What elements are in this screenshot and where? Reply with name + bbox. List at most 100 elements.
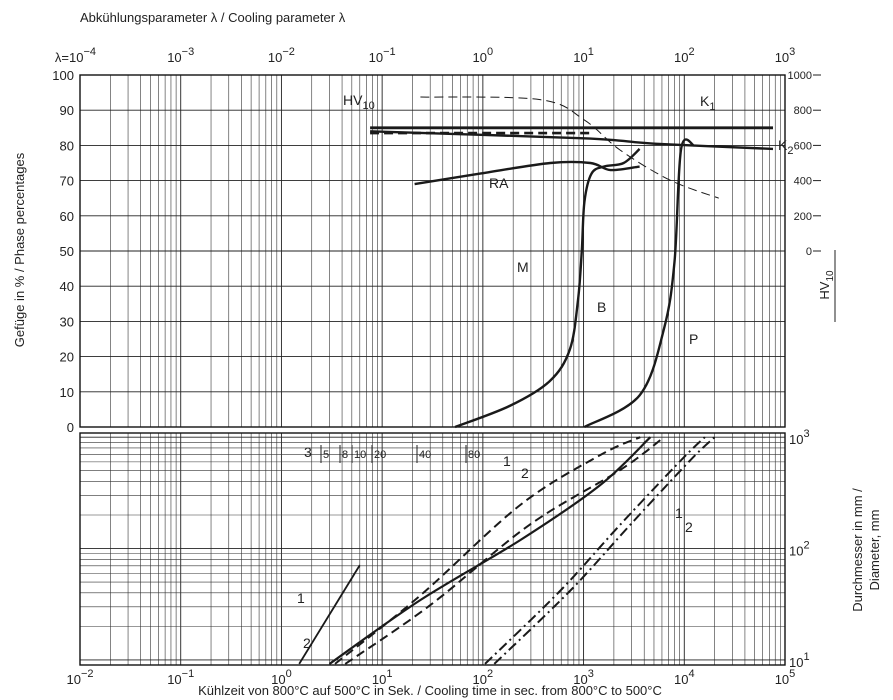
tick-label: 103	[573, 668, 594, 687]
lower-frame	[79, 432, 786, 666]
y2-tick-label: 400	[794, 176, 812, 188]
y-tick-label: 100	[52, 68, 74, 83]
annotation: 3	[304, 444, 312, 460]
annotation: HV10	[343, 92, 375, 112]
tick-label-exponent: −2	[282, 46, 295, 58]
chart-title: Abkühlungsparameter λ / Cooling paramete…	[80, 10, 346, 25]
y2-axis-title: HV10	[817, 270, 836, 300]
tick-label: 105	[775, 668, 796, 687]
y-tick-label: 70	[60, 174, 74, 189]
y2-axis-title-text: HV	[817, 281, 832, 299]
annotation: M	[517, 259, 529, 275]
tick-label: 100	[473, 46, 494, 65]
tick-label-exponent: 5	[789, 668, 795, 680]
scale-label: 10	[354, 449, 366, 461]
tick-label-base: 10	[789, 544, 803, 559]
annotation-sub: 2	[787, 145, 793, 157]
tick-label-exponent: 1	[588, 46, 594, 58]
annotation: K2	[778, 137, 793, 157]
tick-label-base: 10	[167, 672, 181, 687]
tick-label: 100	[271, 668, 292, 687]
y-tick-label: 80	[60, 138, 74, 153]
tick-label: 104	[674, 668, 695, 687]
tick-label-base: 10	[789, 655, 803, 670]
tick-label-base: 10	[167, 50, 181, 65]
annotation: 2	[303, 635, 311, 651]
curve	[484, 436, 706, 665]
tick-label-exponent: −3	[182, 46, 195, 58]
tick-label-exponent: 0	[286, 668, 292, 680]
y2-tick-label: 800	[794, 105, 812, 117]
scale-label: 40	[419, 449, 431, 461]
scale-label: 20	[374, 449, 386, 461]
tick-label-exponent: 4	[688, 668, 694, 680]
lower-y-title-2: Diameter, mm	[867, 510, 882, 591]
annotation: 1	[297, 590, 305, 606]
tick-label: 10−2	[268, 46, 295, 65]
tick-label-exponent: 3	[588, 668, 594, 680]
y-tick-label: 60	[60, 209, 74, 224]
y-tick-label: 40	[60, 279, 74, 294]
tick-label-base: 10	[674, 672, 688, 687]
tick-label-exponent: 1	[803, 651, 809, 663]
tick-label-base: 10	[473, 672, 487, 687]
upper-frame	[79, 74, 786, 428]
y2-tick-label: 1000	[788, 70, 812, 82]
lower-y-title-1: Durchmesser in mm /	[850, 488, 865, 612]
tick-label: 103	[789, 428, 810, 447]
scale-label: 80	[468, 449, 480, 461]
tick-label-exponent: 0	[487, 46, 493, 58]
upper-grid	[79, 74, 786, 428]
y-tick-label: 90	[60, 103, 74, 118]
annotation: B	[597, 299, 606, 315]
tick-label: 102	[674, 46, 695, 65]
annotation-sub: 10	[362, 100, 374, 112]
scale-label: 8	[342, 449, 348, 461]
tick-label-base: 10	[372, 672, 386, 687]
tick-label-exponent: 2	[803, 540, 809, 552]
tick-label-base: 10	[271, 672, 285, 687]
y-tick-label: 0	[67, 420, 74, 435]
x-axis-title: Kühlzeit von 800°C auf 500°C in Sek. / C…	[198, 683, 662, 698]
annotation: 2	[521, 465, 529, 481]
tick-label-exponent: −1	[383, 46, 396, 58]
tick-label: 103	[775, 46, 796, 65]
annotation: P	[689, 331, 698, 347]
tick-label-base: 10	[775, 50, 789, 65]
annotation-text: K	[778, 137, 788, 153]
tick-label-base: 10	[573, 672, 587, 687]
tick-label: 10−2	[66, 668, 93, 687]
tick-label-base: 10	[674, 50, 688, 65]
y2-tick-label: 200	[794, 211, 812, 223]
marks	[298, 96, 774, 665]
tick-label: λ=10−4	[55, 46, 96, 65]
annotation: RA	[489, 175, 509, 191]
tick-label-base: 10	[775, 672, 789, 687]
tick-label-base: 10	[789, 432, 803, 447]
y2-axis-title-sub: 10	[825, 270, 836, 282]
curve	[493, 436, 716, 665]
tick-label-exponent: 3	[803, 428, 809, 440]
curve	[370, 130, 774, 151]
curve	[414, 160, 640, 186]
tick-label-exponent: 3	[789, 46, 795, 58]
annotation-text: M	[517, 259, 529, 275]
scale-label: 5	[323, 449, 329, 461]
annotation-text: K	[700, 93, 710, 109]
tick-label-base: 10	[473, 50, 487, 65]
tick-label: 101	[789, 651, 810, 670]
tick-label-exponent: −4	[83, 46, 96, 58]
annotation: 2	[685, 519, 693, 535]
curve	[454, 148, 641, 429]
curve	[344, 436, 665, 665]
curve	[583, 138, 696, 429]
tick-label: 102	[473, 668, 494, 687]
tick-label: 10−1	[369, 46, 396, 65]
annotation-text: B	[597, 299, 606, 315]
tick-label-base: 10	[573, 50, 587, 65]
tick-label-base: 10	[369, 50, 383, 65]
lower-grid	[79, 433, 786, 665]
annotation: K1	[700, 93, 715, 113]
tick-label-exponent: −2	[81, 668, 94, 680]
